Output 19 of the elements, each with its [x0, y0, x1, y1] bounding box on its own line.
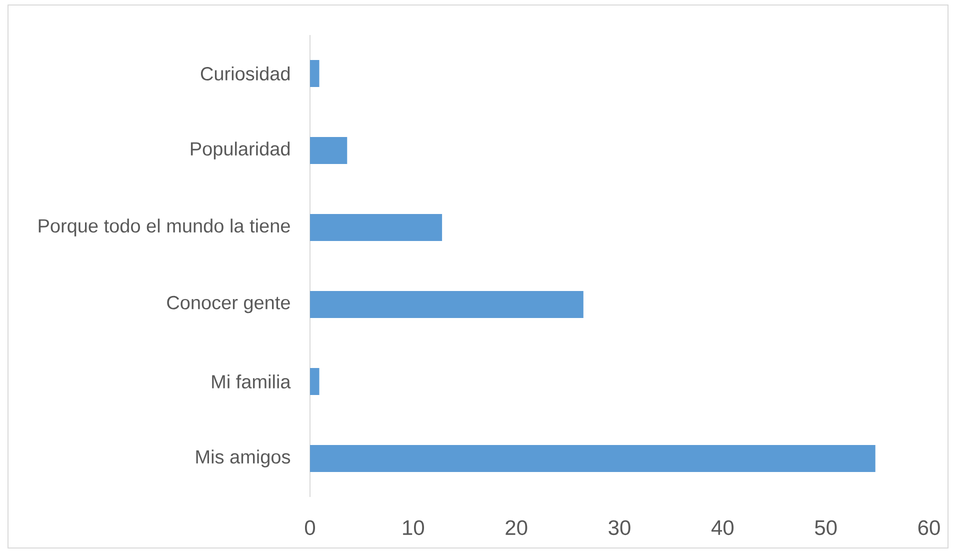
x-tick-label: 50 [815, 520, 837, 536]
x-tick-label: 20 [506, 520, 528, 536]
bar [310, 445, 876, 472]
bar [310, 368, 320, 396]
bar [310, 214, 442, 242]
bar [310, 137, 348, 164]
y-tick-label: Popularidad [190, 142, 290, 160]
y-tick-label: Curiosidad [200, 66, 290, 80]
x-tick-label: 60 [918, 520, 940, 536]
y-tick-label: Mis amigos [196, 450, 290, 468]
bar [310, 291, 584, 318]
y-tick-label: Porque todo el mundo la tiene [38, 218, 290, 236]
x-tick-label: 40 [711, 520, 734, 536]
bar [310, 60, 320, 88]
x-tick-label: 30 [608, 520, 630, 536]
x-tick-label: 0 [304, 520, 316, 536]
x-tick-label: 10 [403, 520, 424, 536]
y-tick-label: Conocer gente [167, 296, 290, 314]
y-tick-label: Mi familia [212, 374, 291, 388]
